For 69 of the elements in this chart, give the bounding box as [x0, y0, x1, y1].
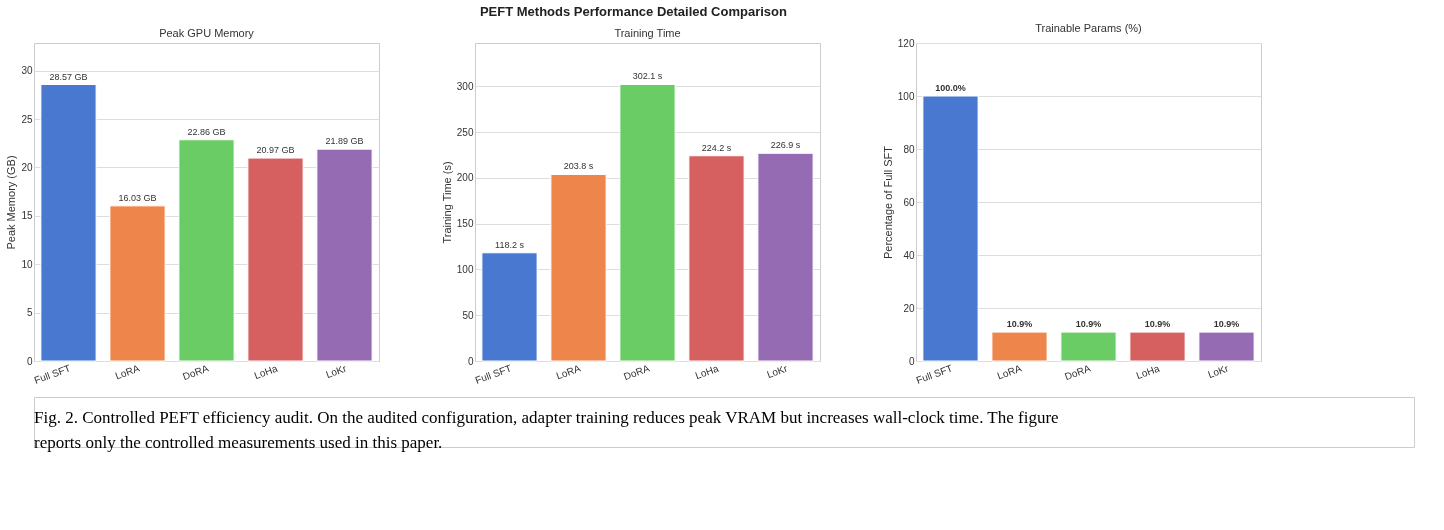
data-label: 28.57 GB [49, 71, 88, 82]
chart-title: Training Time [614, 27, 681, 39]
y-axis-title: Peak Memory (GB) [5, 155, 18, 250]
x-tick-label: LoKr [765, 362, 790, 381]
x-tick-label: LoKr [1206, 362, 1231, 381]
y-tick-label: 20 [903, 302, 915, 314]
y-tick-label: 150 [456, 218, 474, 230]
y-tick-label: 0 [467, 355, 474, 367]
x-tick-label: LoHa [1134, 362, 1162, 382]
y-tick-label: 5 [26, 307, 33, 319]
y-tick-label: 30 [21, 65, 33, 77]
data-label: 10.9% [1006, 319, 1033, 330]
x-tick-label: LoHa [693, 362, 721, 382]
bar [109, 205, 166, 362]
x-tick-label: DoRA [622, 362, 652, 383]
chart-title: Trainable Params (%) [1035, 22, 1142, 34]
y-tick-label: 0 [908, 355, 915, 367]
y-tick-label: 120 [897, 37, 915, 49]
data-label: 302.1 s [632, 71, 663, 82]
x-tick-label: LoRA [554, 362, 583, 382]
y-tick-label: 50 [462, 309, 474, 321]
x-tick-label: DoRA [181, 362, 211, 383]
y-tick-label: 300 [456, 80, 474, 92]
bar [619, 83, 676, 362]
x-tick-label: LoRA [995, 362, 1024, 382]
data-label: 21.89 GB [325, 136, 364, 147]
bar [481, 252, 538, 362]
data-label: 203.8 s [563, 161, 594, 172]
x-tick-label: Full SFT [32, 362, 72, 386]
bar [550, 173, 607, 362]
x-tick-label: Full SFT [914, 362, 954, 386]
y-tick-label: 10 [21, 258, 33, 270]
data-label: 118.2 s [495, 239, 525, 250]
data-label: 226.9 s [770, 140, 801, 151]
x-tick-label: DoRA [1063, 362, 1093, 383]
y-tick-label: 100 [897, 90, 915, 102]
data-label: 22.86 GB [187, 126, 226, 137]
bar [316, 148, 373, 362]
chart-title: Peak GPU Memory [159, 27, 255, 39]
y-axis-title: Percentage of Full SFT [881, 145, 894, 260]
y-tick-label: 100 [456, 263, 474, 275]
x-tick-label: LoKr [324, 362, 349, 381]
caption: Fig. 2. Controlled PEFT efficiency audit. On the audited configuration, adapter training reduces peak VRAM but increases wall-clock time. The figure reports only the controlled measurements used in this paper. [34, 407, 1059, 452]
y-tick-label: 25 [21, 113, 33, 125]
data-label: 100.0% [935, 83, 966, 93]
bar [688, 155, 745, 362]
y-tick-label: 200 [456, 172, 474, 184]
y-tick-label: 80 [903, 143, 915, 155]
y-tick-label: 20 [21, 161, 33, 173]
y-tick-label: 0 [26, 355, 33, 367]
data-label: 10.9% [1144, 319, 1171, 330]
bar [40, 84, 97, 362]
y-tick-label: 15 [21, 210, 33, 222]
y-tick-label: 250 [456, 126, 474, 138]
data-label: 224.2 s [701, 142, 732, 153]
data-label: 10.9% [1075, 319, 1102, 330]
data-label: 16.03 GB [118, 192, 157, 203]
bar [178, 139, 235, 362]
y-axis-title: Training Time (s) [440, 161, 453, 244]
bar [757, 152, 814, 362]
x-tick-label: LoRA [113, 362, 142, 382]
data-label: 10.9% [1213, 319, 1240, 330]
text: PEFT Methods Performance Detailed Comparison [479, 3, 787, 19]
y-tick-label: 40 [903, 249, 915, 261]
x-tick-label: Full SFT [473, 362, 513, 386]
y-tick-label: 60 [903, 196, 915, 208]
x-tick-label: LoHa [252, 362, 280, 382]
data-label: 20.97 GB [256, 145, 295, 156]
bar [247, 157, 304, 362]
